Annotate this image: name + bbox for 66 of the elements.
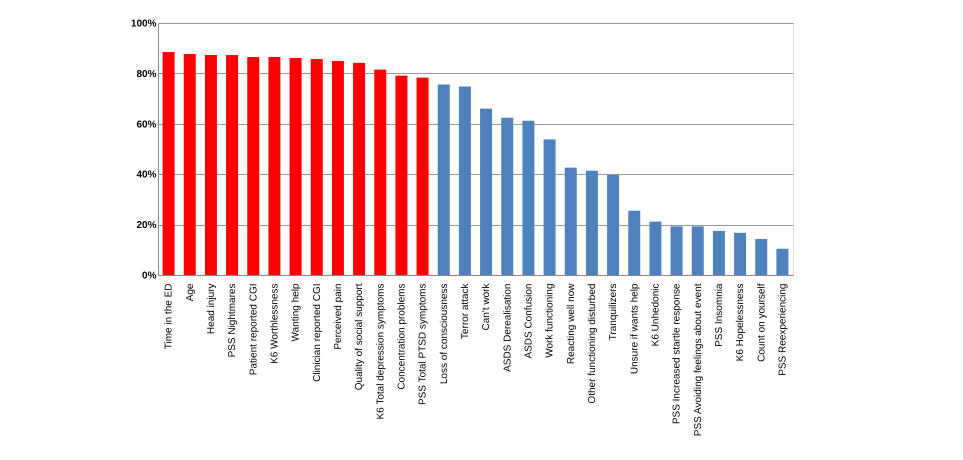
x-tick-label: ASDS Derealisation bbox=[502, 284, 514, 372]
x-tick-label: PSS Avoiding feelings about event bbox=[692, 283, 704, 436]
bar bbox=[692, 226, 704, 275]
bar bbox=[607, 174, 620, 275]
x-tick-label: Terror attack bbox=[460, 282, 471, 340]
y-tick-label: 60% bbox=[136, 119, 157, 130]
x-tick-label: Perceived pain bbox=[332, 284, 344, 350]
x-tick-label: Can't work bbox=[481, 282, 492, 330]
bar bbox=[268, 57, 280, 275]
bar bbox=[204, 55, 217, 275]
x-tick-label: Reacting well now bbox=[566, 282, 577, 364]
y-tick-label: 20% bbox=[136, 220, 157, 232]
bar bbox=[776, 248, 788, 275]
x-tick-label: Head injury bbox=[206, 284, 217, 334]
x-tick-label: K6 Unhedonic bbox=[650, 284, 662, 346]
x-tick-label: Loss of consciousness bbox=[438, 284, 450, 384]
x-tick-label: PSS Increased startle response bbox=[672, 283, 683, 424]
x-tick-label: Other functioning disturbed bbox=[586, 284, 598, 404]
x-tick-label: Time in the ED bbox=[164, 284, 175, 350]
x-tick-label: K6 Total depression symptoms bbox=[375, 284, 386, 420]
x-tick-label: Age bbox=[184, 283, 196, 302]
bar bbox=[162, 52, 175, 275]
bar bbox=[628, 210, 640, 275]
x-tick-label: Quality of social support bbox=[354, 283, 366, 390]
bar bbox=[353, 62, 366, 275]
x-tick-label: Unsure if wants help bbox=[629, 283, 640, 374]
bar bbox=[226, 55, 238, 275]
x-tick-label: PSS Insomnia bbox=[714, 283, 725, 347]
x-tick-label: PSS Nightmares bbox=[227, 284, 238, 358]
x-tick-label: Wanting help bbox=[290, 283, 302, 342]
x-tick-label: Clinician reported CGI bbox=[312, 284, 323, 382]
bar bbox=[332, 61, 344, 275]
x-tick-label: Count on yourself bbox=[756, 283, 768, 362]
x-tick-label: PSS Total PTSD symptoms bbox=[418, 284, 429, 406]
bar bbox=[480, 108, 492, 275]
x-tick-label: K6 Hopelessness bbox=[735, 284, 746, 362]
bar bbox=[544, 139, 556, 275]
bar bbox=[310, 59, 323, 275]
x-tick-label: Patient reported CGI bbox=[248, 284, 260, 376]
y-tick-label: 0% bbox=[142, 270, 157, 282]
y-tick-label: 100% bbox=[130, 18, 157, 30]
bar bbox=[734, 232, 746, 275]
bar bbox=[522, 120, 534, 275]
bar bbox=[290, 58, 302, 275]
x-tick-label: ASDS Confusion bbox=[523, 284, 534, 359]
bar bbox=[564, 168, 577, 275]
bar bbox=[416, 78, 429, 275]
bar bbox=[374, 70, 386, 275]
bar bbox=[755, 238, 768, 275]
bar bbox=[670, 226, 683, 275]
x-tick-label: K6 Worthlessness bbox=[269, 284, 280, 364]
bar bbox=[438, 84, 450, 275]
x-tick-label: PSS Reexperiencing bbox=[777, 284, 788, 376]
bar bbox=[184, 54, 196, 275]
bar bbox=[247, 57, 260, 275]
bar bbox=[712, 230, 725, 275]
x-tick-label: Work functioning bbox=[544, 284, 556, 358]
x-tick-label: Concentration problems bbox=[396, 284, 408, 390]
bar bbox=[501, 118, 514, 275]
bar bbox=[458, 86, 471, 275]
y-tick-label: 40% bbox=[136, 170, 157, 181]
x-tick-label: Tranquilizers bbox=[608, 284, 620, 340]
bar bbox=[586, 170, 598, 275]
bar bbox=[395, 76, 408, 275]
y-tick-label: 80% bbox=[136, 68, 157, 80]
bar bbox=[649, 222, 662, 275]
